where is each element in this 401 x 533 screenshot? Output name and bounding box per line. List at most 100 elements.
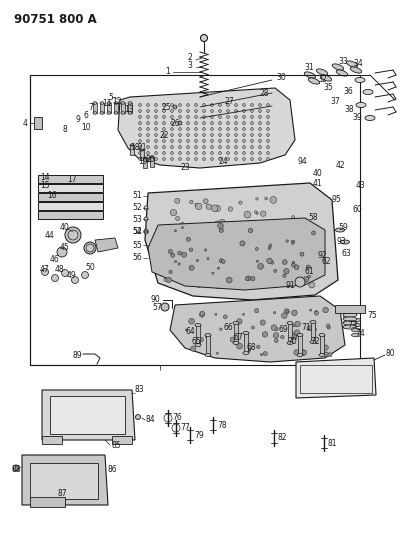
- Text: 74: 74: [354, 329, 364, 338]
- Circle shape: [290, 240, 294, 244]
- Circle shape: [250, 151, 253, 155]
- Bar: [310, 322, 314, 342]
- Circle shape: [174, 198, 179, 204]
- Circle shape: [181, 252, 186, 257]
- Text: 57: 57: [152, 303, 162, 311]
- Bar: [30, 75, 359, 365]
- Circle shape: [242, 127, 245, 131]
- Circle shape: [210, 109, 213, 112]
- Circle shape: [250, 140, 253, 142]
- Circle shape: [162, 157, 165, 160]
- Circle shape: [186, 109, 189, 112]
- Circle shape: [57, 247, 67, 257]
- Circle shape: [170, 146, 173, 149]
- Text: 81: 81: [327, 439, 337, 448]
- Bar: [196, 325, 200, 345]
- Circle shape: [247, 265, 251, 270]
- Ellipse shape: [350, 323, 360, 327]
- Text: 95: 95: [331, 195, 341, 204]
- Circle shape: [235, 334, 237, 336]
- Circle shape: [162, 255, 165, 257]
- Circle shape: [234, 133, 237, 136]
- Circle shape: [234, 116, 237, 118]
- Circle shape: [178, 116, 181, 118]
- Ellipse shape: [350, 318, 360, 322]
- Circle shape: [236, 319, 241, 324]
- Circle shape: [282, 260, 286, 264]
- Circle shape: [266, 109, 269, 112]
- Circle shape: [214, 205, 220, 212]
- Circle shape: [158, 269, 163, 274]
- Ellipse shape: [354, 77, 364, 83]
- Circle shape: [226, 157, 229, 160]
- Circle shape: [138, 140, 141, 142]
- Circle shape: [154, 140, 157, 142]
- Circle shape: [303, 218, 306, 221]
- Ellipse shape: [350, 328, 360, 332]
- Ellipse shape: [100, 112, 104, 114]
- Circle shape: [146, 116, 149, 118]
- Circle shape: [258, 273, 264, 279]
- Circle shape: [299, 265, 304, 271]
- Circle shape: [195, 203, 201, 209]
- Circle shape: [266, 151, 269, 155]
- Circle shape: [178, 157, 181, 160]
- Circle shape: [234, 127, 237, 131]
- Text: 6: 6: [83, 111, 88, 120]
- Circle shape: [256, 260, 258, 262]
- Ellipse shape: [205, 353, 211, 357]
- Circle shape: [226, 222, 231, 227]
- Circle shape: [196, 260, 198, 262]
- Bar: [42, 436, 62, 444]
- Circle shape: [144, 217, 148, 221]
- Circle shape: [138, 127, 141, 131]
- Circle shape: [295, 333, 299, 336]
- Circle shape: [239, 234, 243, 237]
- Circle shape: [186, 237, 190, 241]
- Circle shape: [302, 253, 305, 257]
- Circle shape: [245, 257, 250, 263]
- Circle shape: [146, 122, 149, 125]
- Text: 35: 35: [322, 84, 332, 93]
- Text: 40: 40: [60, 222, 70, 231]
- Ellipse shape: [342, 320, 352, 324]
- Text: 75: 75: [366, 311, 376, 319]
- Polygon shape: [42, 390, 135, 440]
- Text: 73: 73: [346, 321, 356, 330]
- Text: 48: 48: [55, 265, 65, 274]
- Circle shape: [202, 127, 205, 131]
- Circle shape: [170, 103, 173, 107]
- Circle shape: [255, 247, 257, 251]
- Ellipse shape: [316, 69, 327, 75]
- Text: 85: 85: [112, 440, 122, 449]
- Text: 56: 56: [132, 254, 142, 262]
- Circle shape: [146, 146, 149, 149]
- Circle shape: [187, 276, 192, 281]
- Text: 59: 59: [337, 222, 347, 231]
- Bar: [38, 202, 103, 210]
- Polygon shape: [295, 358, 375, 398]
- Text: 3: 3: [186, 61, 192, 69]
- Circle shape: [242, 151, 245, 155]
- Circle shape: [254, 211, 257, 213]
- Bar: [100, 103, 104, 113]
- Ellipse shape: [286, 321, 292, 325]
- Circle shape: [194, 146, 197, 149]
- Circle shape: [266, 133, 269, 136]
- Ellipse shape: [93, 102, 97, 104]
- Text: 41: 41: [312, 179, 322, 188]
- Circle shape: [170, 109, 173, 112]
- Bar: [205, 335, 209, 355]
- Bar: [38, 193, 103, 201]
- Ellipse shape: [121, 102, 125, 104]
- Circle shape: [168, 270, 172, 273]
- Circle shape: [181, 227, 183, 229]
- Circle shape: [242, 122, 245, 125]
- Circle shape: [219, 220, 225, 225]
- Polygon shape: [22, 455, 108, 505]
- Circle shape: [275, 266, 277, 269]
- Ellipse shape: [242, 332, 248, 335]
- Ellipse shape: [242, 351, 248, 354]
- Circle shape: [185, 329, 187, 331]
- Circle shape: [186, 157, 189, 160]
